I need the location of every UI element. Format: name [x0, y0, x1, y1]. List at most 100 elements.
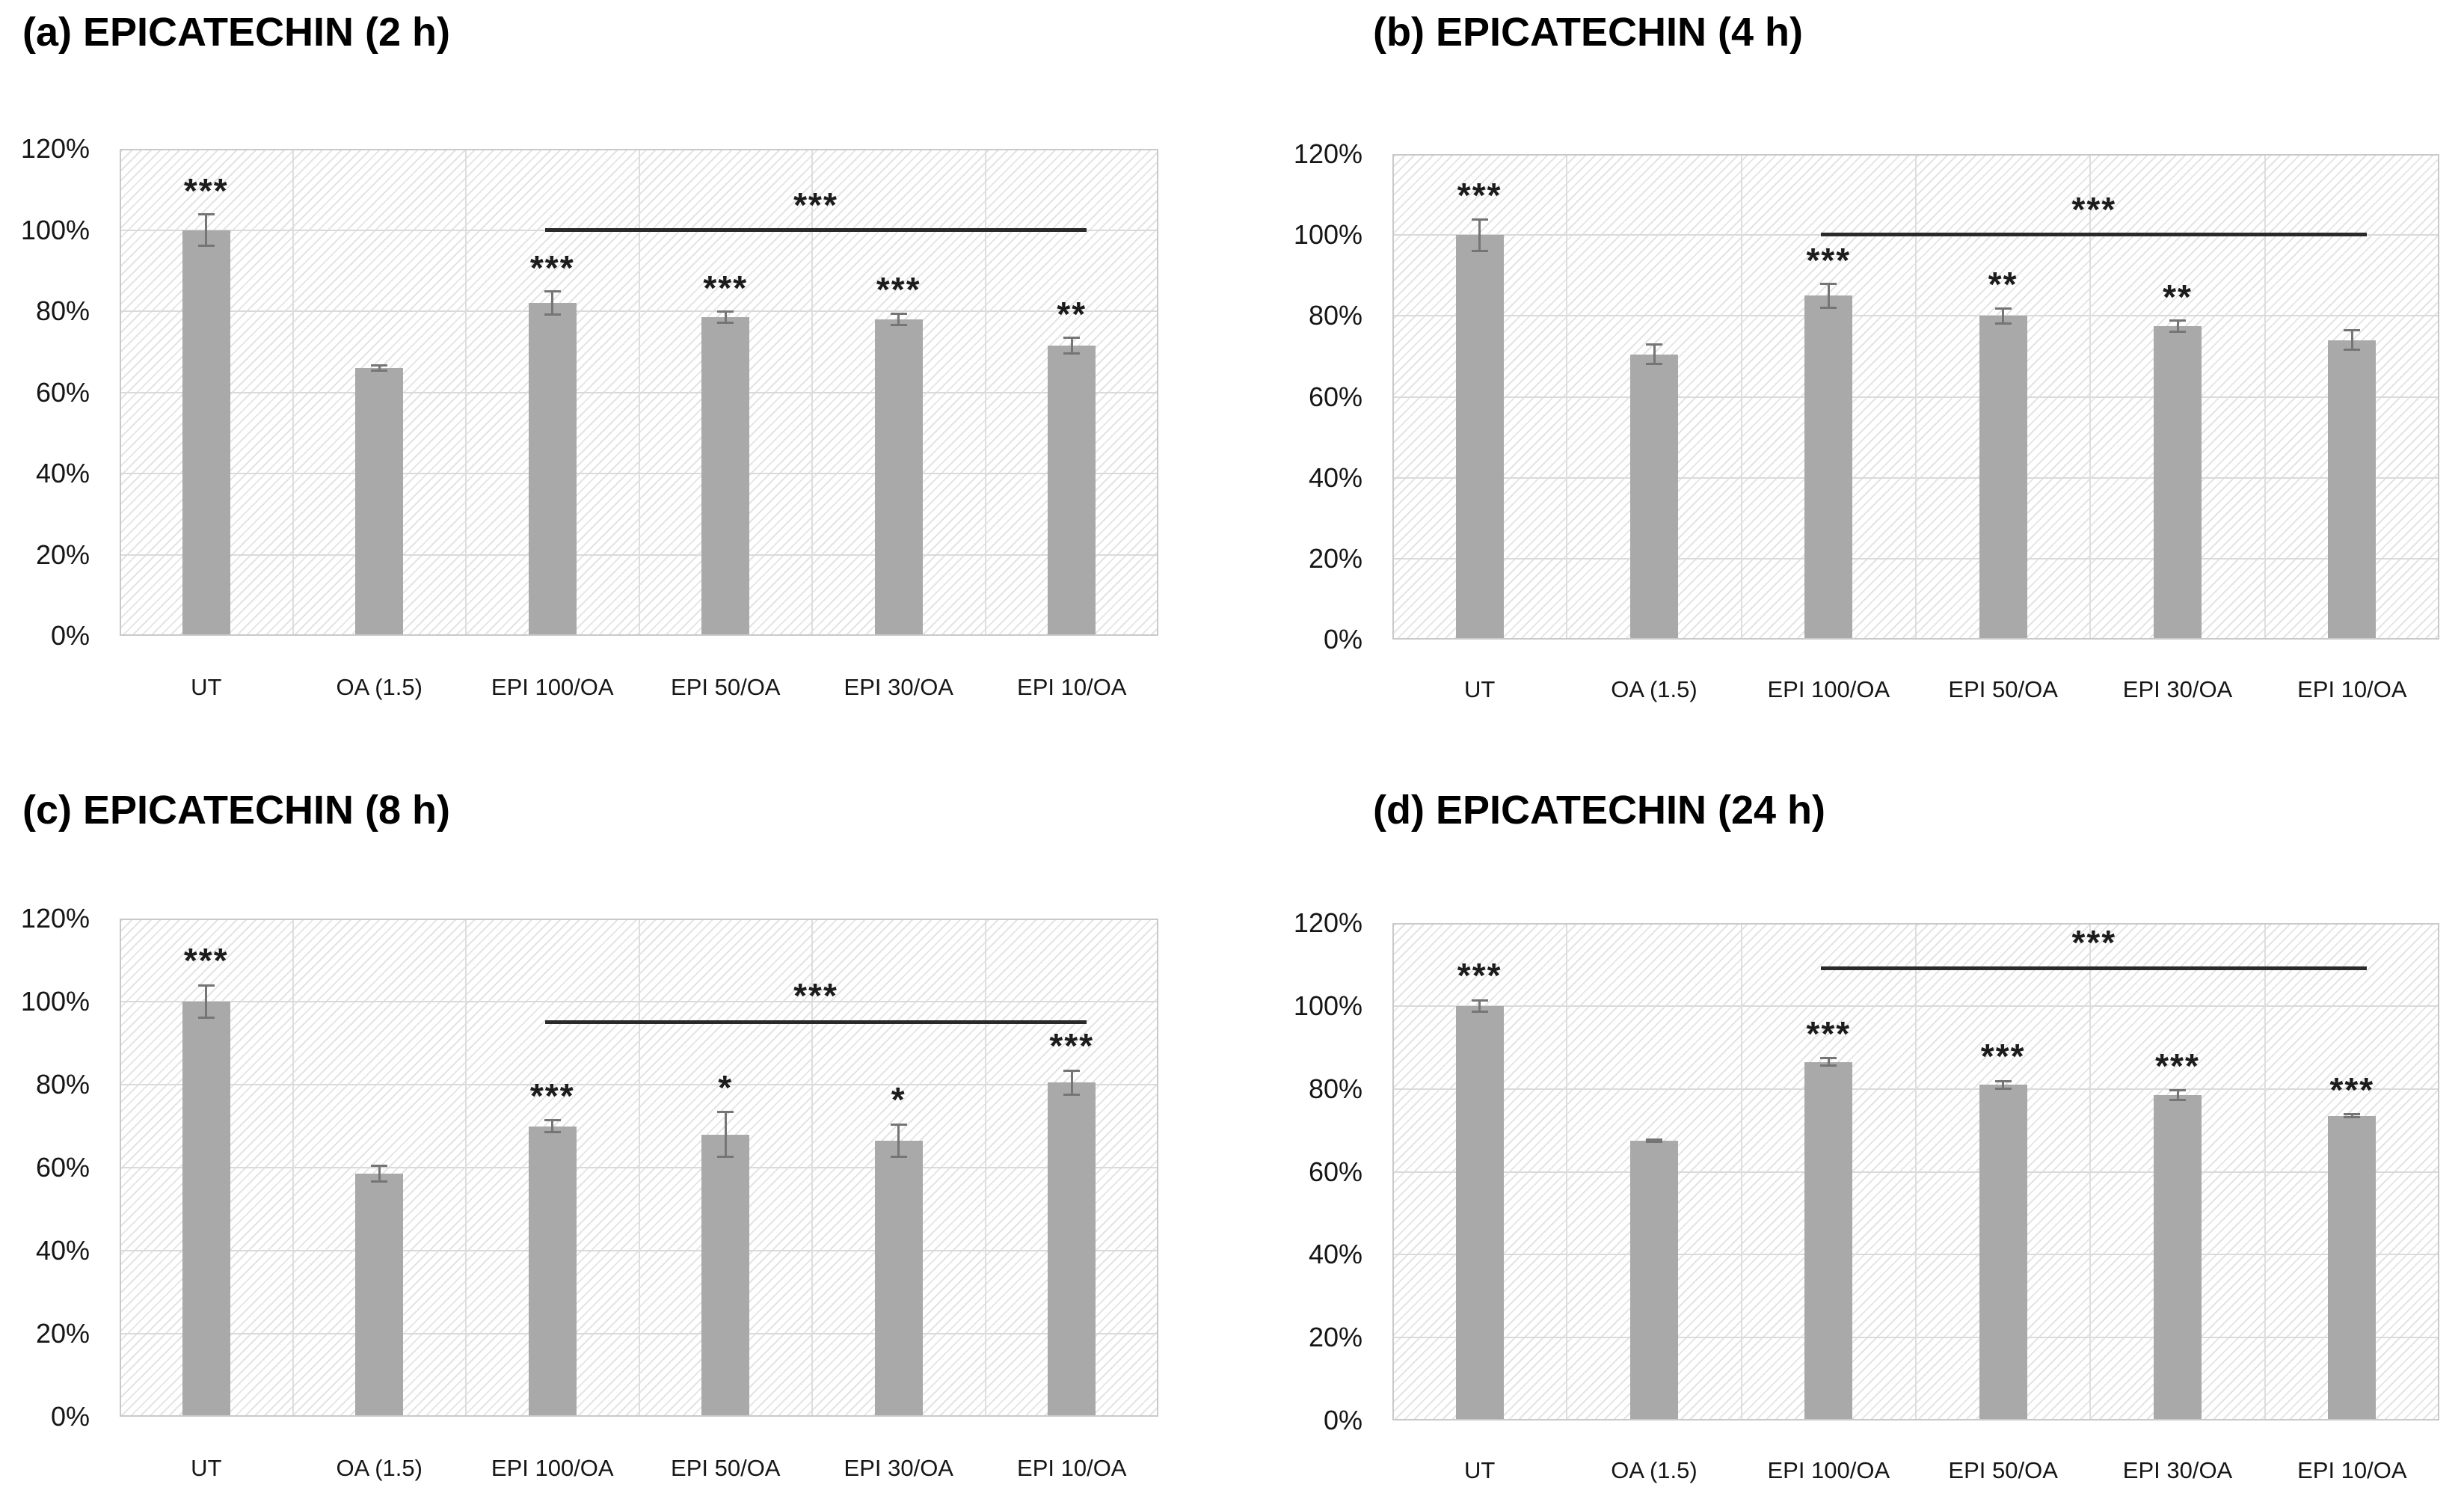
- error-bar-cap-top: [717, 310, 734, 313]
- gridline-v: [984, 150, 986, 634]
- x-tick-label: OA (1.5): [1611, 676, 1698, 702]
- bar-epi-30-oa: [874, 319, 923, 634]
- error-bar-cap-top: [1820, 1057, 1837, 1060]
- bar-epi-50-oa: [701, 317, 750, 634]
- error-bar: [2176, 1090, 2179, 1100]
- y-tick-label: 40%: [35, 1235, 90, 1266]
- y-tick-label: 100%: [20, 986, 90, 1017]
- error-bar-cap-bottom: [1646, 363, 1662, 366]
- x-tick-label: UT: [1463, 676, 1496, 702]
- error-bar-cap-top: [1063, 337, 1081, 340]
- x-tick-label: EPI 100/OA: [491, 674, 614, 700]
- error-bar-cap-top: [1471, 999, 1488, 1002]
- x-tick-label: EPI 10/OA: [2297, 1457, 2407, 1483]
- bar-epi-30-oa: [874, 1140, 923, 1415]
- bar-epi-10-oa: [1048, 1082, 1096, 1415]
- y-tick-label: 100%: [20, 214, 90, 245]
- x-tick-label: EPI 100/OA: [491, 1455, 614, 1481]
- error-bar: [378, 1165, 381, 1183]
- x-tick-label: EPI 50/OA: [1948, 676, 2058, 702]
- error-bar-cap-bottom: [717, 322, 734, 325]
- bar-ut: [182, 1002, 230, 1415]
- error-bar-cap-top: [371, 364, 388, 367]
- significance-line-stars: ***: [2071, 922, 2117, 962]
- error-bar: [2350, 1113, 2353, 1118]
- error-bar-cap-top: [1646, 343, 1662, 346]
- error-bar-cap-top: [1646, 1138, 1662, 1141]
- bar-epi-50-oa: [1979, 316, 2027, 638]
- gridline-v: [811, 920, 813, 1415]
- y-tick-label: 20%: [1308, 1322, 1362, 1353]
- error-bar-cap-bottom: [2344, 349, 2361, 352]
- error-bar: [551, 290, 554, 316]
- bar-significance-stars: ***: [1457, 176, 1502, 215]
- error-bar-cap-top: [197, 984, 215, 987]
- significance-line: [544, 1020, 1087, 1024]
- error-bar-cap-top: [2344, 1112, 2361, 1115]
- error-bar-cap-bottom: [371, 370, 388, 373]
- x-tick-label: UT: [191, 674, 222, 700]
- y-tick-label: 120%: [20, 133, 90, 164]
- error-bar-cap-bottom: [197, 245, 215, 248]
- bar-significance-stars: ***: [1457, 956, 1502, 996]
- error-bar-cap-bottom: [1646, 1141, 1662, 1144]
- bar-epi-50-oa: [1979, 1085, 2027, 1419]
- error-bar: [1653, 1138, 1656, 1143]
- y-tick-label: 0%: [1323, 624, 1362, 655]
- error-bar-cap-bottom: [1994, 1087, 2012, 1090]
- error-bar: [724, 1112, 727, 1158]
- significance-line-stars: ***: [793, 185, 838, 224]
- bar-significance-stars: ***: [703, 268, 749, 307]
- bar-significance-stars: ***: [2329, 1070, 2375, 1109]
- error-bar-cap-top: [2169, 319, 2186, 322]
- bar-epi-30-oa: [2154, 1094, 2202, 1419]
- gridline-v: [638, 150, 640, 634]
- y-tick-label: 60%: [35, 376, 90, 408]
- error-bar-cap-bottom: [717, 1156, 734, 1159]
- gridline-v: [1915, 925, 1917, 1419]
- bar-significance-stars: ***: [529, 1076, 575, 1115]
- error-bar: [1478, 218, 1481, 251]
- error-bar-cap-top: [2344, 329, 2361, 332]
- error-bar-cap-top: [197, 212, 215, 215]
- x-tick-label: UT: [191, 1455, 222, 1481]
- error-bar: [2350, 330, 2353, 351]
- x-tick-label: EPI 10/OA: [2297, 676, 2407, 702]
- panel-title: (b) EPICATECHIN (4 h): [1373, 10, 1803, 55]
- bar-ut: [182, 230, 230, 634]
- significance-line: [1821, 966, 2368, 971]
- x-tick-label: UT: [1463, 1457, 1496, 1483]
- significance-line-stars: ***: [793, 976, 838, 1016]
- error-bar: [205, 213, 208, 247]
- panel-title: (a) EPICATECHIN (2 h): [22, 10, 451, 55]
- x-tick-label: EPI 10/OA: [1017, 1455, 1127, 1481]
- y-tick-label: 20%: [1308, 542, 1362, 574]
- error-bar-cap-top: [544, 289, 561, 292]
- gridline-v: [638, 920, 640, 1415]
- error-bar-cap-top: [717, 1111, 734, 1114]
- y-tick-label: 40%: [1308, 1239, 1362, 1270]
- bar-significance-stars: ***: [1806, 240, 1852, 280]
- bar-significance-stars: ***: [183, 171, 229, 210]
- error-bar-cap-top: [371, 1165, 388, 1168]
- error-bar: [2002, 1080, 2005, 1089]
- error-bar-cap-bottom: [1471, 1011, 1488, 1014]
- bar-significance-stars: **: [2163, 277, 2193, 316]
- y-tick-label: 0%: [1323, 1405, 1362, 1435]
- bar-epi-50-oa: [701, 1134, 750, 1415]
- x-tick-label: EPI 50/OA: [671, 674, 781, 700]
- error-bar-cap-bottom: [2344, 1116, 2361, 1119]
- bar-ut: [1455, 235, 1504, 638]
- gridline-v: [1566, 156, 1568, 638]
- error-bar: [1070, 1070, 1073, 1095]
- error-bar: [724, 311, 727, 324]
- gridline-v: [811, 150, 813, 634]
- y-tick-label: 120%: [1293, 138, 1362, 169]
- error-bar: [2176, 319, 2179, 332]
- x-tick-label: EPI 100/OA: [1767, 676, 1890, 702]
- panel-title: (d) EPICATECHIN (24 h): [1373, 788, 1825, 833]
- y-tick-label: 40%: [1308, 462, 1362, 493]
- error-bar: [551, 1120, 554, 1132]
